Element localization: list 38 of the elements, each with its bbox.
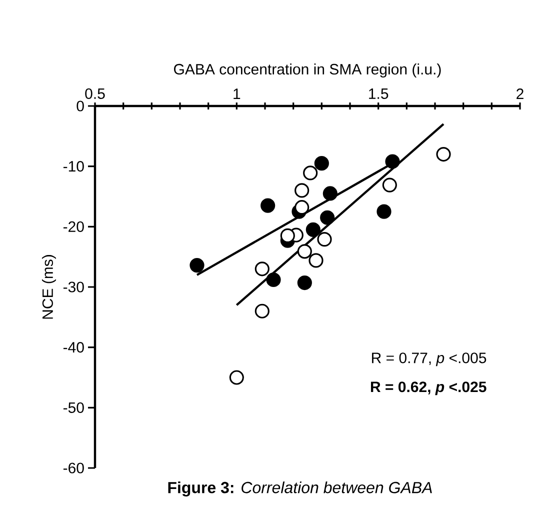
y-tick-label: -50 <box>63 402 84 413</box>
point <box>314 156 329 171</box>
point <box>322 186 338 201</box>
y-tick-label: -10 <box>63 161 84 172</box>
point <box>229 370 244 385</box>
point <box>190 258 204 273</box>
point <box>303 166 318 180</box>
point <box>254 304 270 318</box>
y-tick-label: -30 <box>63 282 84 292</box>
point <box>317 232 332 247</box>
y-tick-label: 0 <box>76 100 84 112</box>
x-tick-label: 2 <box>516 88 524 99</box>
point <box>320 210 335 225</box>
point <box>436 146 451 162</box>
point <box>308 253 324 268</box>
point <box>294 183 310 198</box>
point <box>260 198 276 213</box>
point <box>294 200 310 215</box>
x-axis-title: GABA concentration in SMA region (i.u.) <box>174 64 441 78</box>
point <box>376 204 392 219</box>
x-tick-label: 1 <box>234 88 240 99</box>
y-tick-label: -40 <box>63 342 84 353</box>
point <box>280 228 295 244</box>
point <box>382 178 397 192</box>
text: Figure 3: Correlation between GABA <box>168 481 432 496</box>
y-tick-label: -60 <box>63 462 84 474</box>
point <box>385 154 400 169</box>
point <box>306 222 320 237</box>
point <box>254 262 270 276</box>
annotation: R = 0.62, p <.025 <box>370 382 486 396</box>
x-tick-label: 0.5 <box>85 88 105 99</box>
point <box>297 244 312 259</box>
y-axis-title: NCE (ms) <box>42 255 56 319</box>
point <box>266 272 281 288</box>
x-tick-label: 1.5 <box>369 88 388 99</box>
y-tick-label: -20 <box>63 221 84 232</box>
point <box>297 275 312 290</box>
annotation: R = 0.77, p <.005 <box>372 352 486 366</box>
